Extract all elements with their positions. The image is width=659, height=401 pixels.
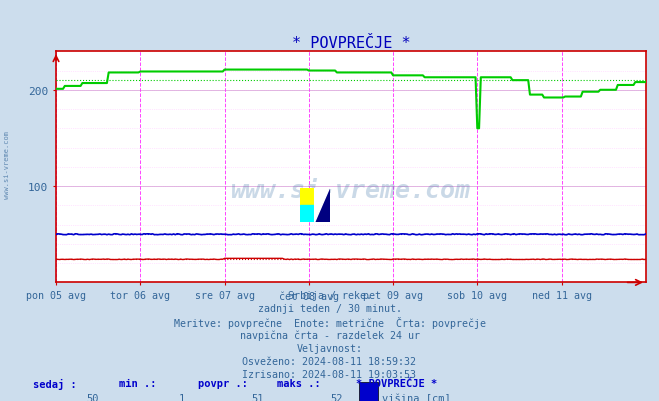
Text: 1: 1 (179, 393, 185, 401)
Text: www.si-vreme.com: www.si-vreme.com (231, 178, 471, 203)
Text: Izrisano: 2024-08-11 19:03:53: Izrisano: 2024-08-11 19:03:53 (243, 369, 416, 379)
Text: 50: 50 (86, 393, 99, 401)
Text: 51: 51 (251, 393, 264, 401)
Text: Meritve: povprečne  Enote: metrične  Črta: povprečje: Meritve: povprečne Enote: metrične Črta:… (173, 316, 486, 328)
Title: * POVPREČJE *: * POVPREČJE * (291, 36, 411, 51)
Text: min .:: min .: (119, 378, 156, 388)
Polygon shape (315, 188, 330, 223)
Text: višina [cm]: višina [cm] (382, 393, 451, 401)
Bar (300, 205, 315, 223)
Text: Osveženo: 2024-08-11 18:59:32: Osveženo: 2024-08-11 18:59:32 (243, 356, 416, 366)
Bar (359, 382, 378, 401)
Text: zadnji teden / 30 minut.: zadnji teden / 30 minut. (258, 303, 401, 313)
Text: Srbija / reke.: Srbija / reke. (287, 290, 372, 300)
Text: maks .:: maks .: (277, 378, 320, 388)
Text: sedaj :: sedaj : (33, 378, 76, 389)
Bar (315, 188, 330, 223)
Bar (300, 188, 315, 205)
Text: navpična črta - razdelek 24 ur: navpična črta - razdelek 24 ur (239, 330, 420, 340)
Text: * POVPREČJE *: * POVPREČJE * (356, 378, 437, 388)
Text: povpr .:: povpr .: (198, 378, 248, 388)
Text: 52: 52 (330, 393, 343, 401)
Text: www.si-vreme.com: www.si-vreme.com (3, 130, 10, 198)
Text: Veljavnost:: Veljavnost: (297, 343, 362, 353)
